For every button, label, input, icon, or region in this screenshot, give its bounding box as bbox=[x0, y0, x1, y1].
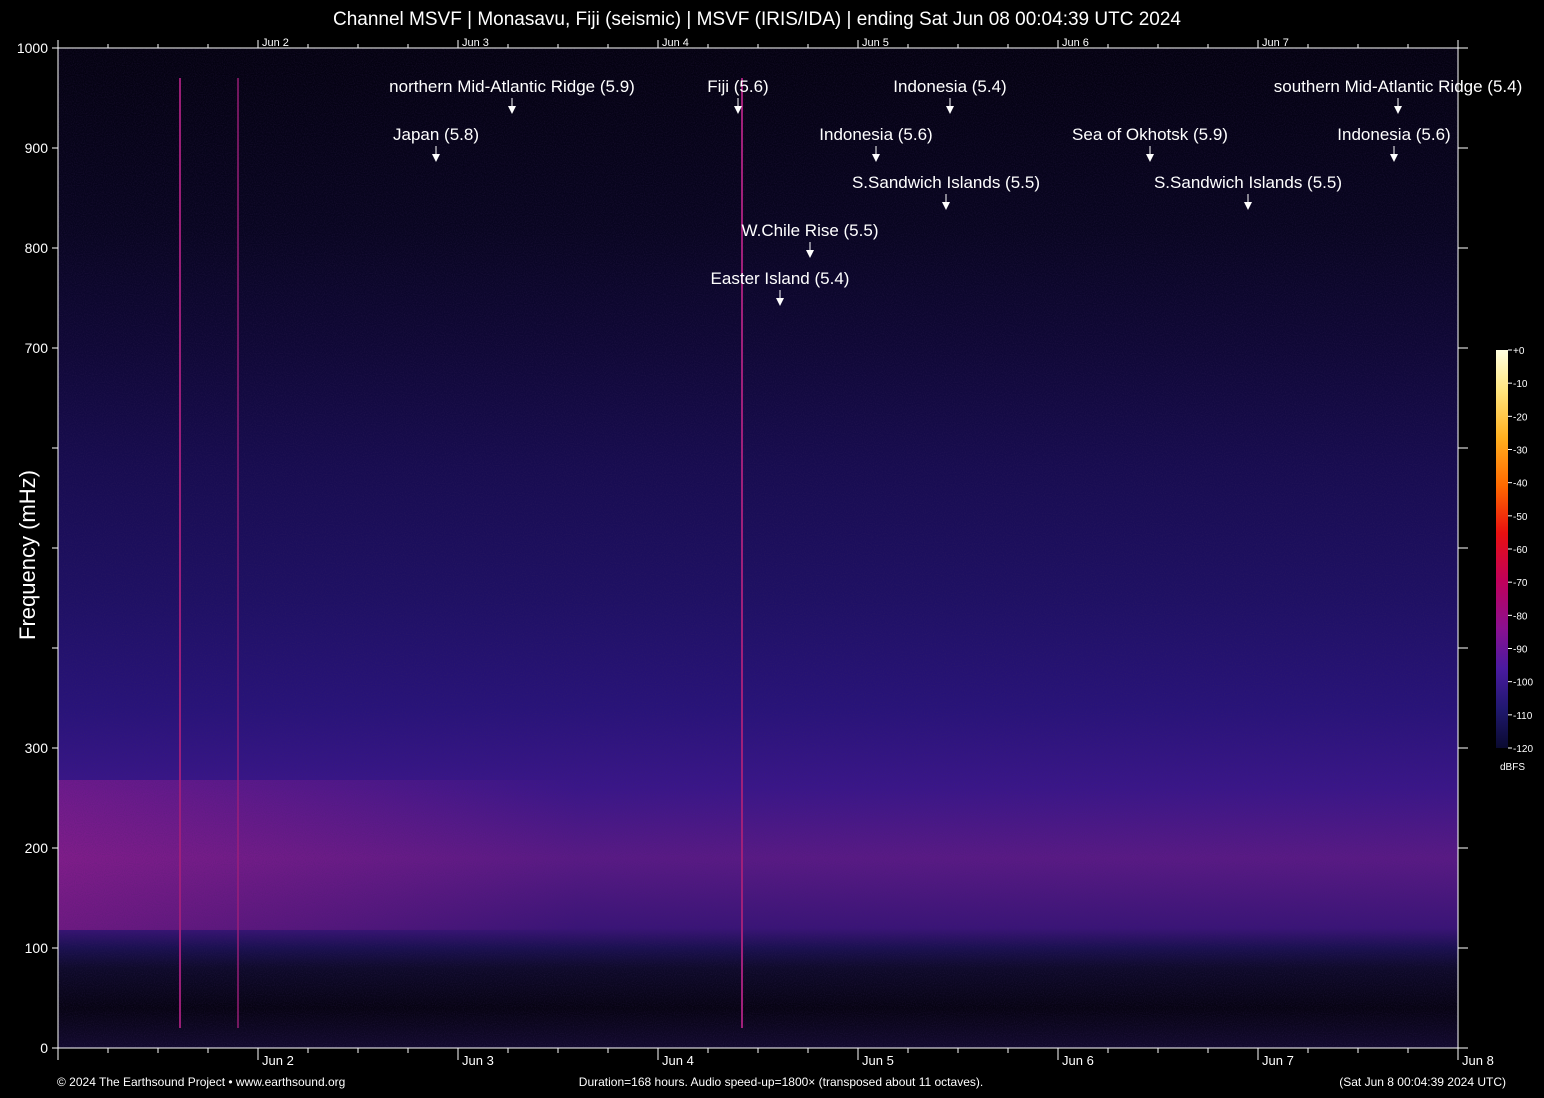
event-arrow-head bbox=[1394, 106, 1402, 114]
event-annotation-label: Indonesia (5.6) bbox=[1337, 125, 1450, 144]
event-arrow-head bbox=[432, 154, 440, 162]
colorbar-tick-label: -70 bbox=[1513, 578, 1528, 589]
event-annotation: southern Mid-Atlantic Ridge (5.4) bbox=[1274, 77, 1523, 114]
y-ticks: 0 100 200 300 700 800 900 1000 bbox=[17, 40, 1468, 1056]
colorbar: +0 -10 -20 -30 -40 -50 -60 -70 -80 -90 -100 -110 -12… bbox=[1496, 346, 1533, 755]
event-annotation-label: S.Sandwich Islands (5.5) bbox=[852, 173, 1040, 192]
event-arrow-head bbox=[946, 106, 954, 114]
event-annotation: Indonesia (5.6) bbox=[819, 125, 933, 162]
event-arrow-head bbox=[1146, 154, 1154, 162]
event-annotation: W.Chile Rise (5.5) bbox=[742, 221, 879, 258]
event-annotations: northern Mid-Atlantic Ridge (5.9) Fiji (5… bbox=[389, 77, 1522, 306]
colorbar-unit-label: dBFS bbox=[1500, 762, 1526, 773]
event-arrow-head bbox=[942, 202, 950, 210]
x-tick-label-top: Jun 4 bbox=[662, 37, 689, 49]
colorbar-tick-label: -120 bbox=[1513, 744, 1533, 755]
x-tick-label-top: Jun 5 bbox=[862, 37, 889, 49]
x-tick-label-bottom: Jun 7 bbox=[1262, 1053, 1294, 1068]
x-tick-label-top: Jun 7 bbox=[1262, 37, 1289, 49]
spectrogram-noise bbox=[58, 48, 1458, 1048]
event-annotation-label: Indonesia (5.6) bbox=[819, 125, 932, 144]
event-annotation: Fiji (5.6) bbox=[707, 77, 769, 114]
y-tick-label: 0 bbox=[40, 1040, 48, 1056]
colorbar-tick-label: -110 bbox=[1513, 711, 1533, 722]
event-annotation: S.Sandwich Islands (5.5) bbox=[1154, 173, 1342, 210]
event-arrow-head bbox=[872, 154, 880, 162]
event-annotation-label: Indonesia (5.4) bbox=[893, 77, 1006, 96]
x-tick-label-top: Jun 3 bbox=[462, 37, 489, 49]
y-tick-label: 200 bbox=[25, 840, 49, 856]
event-arrow-head bbox=[1244, 202, 1252, 210]
event-arrow-head bbox=[508, 106, 516, 114]
x-tick-label-bottom: Jun 5 bbox=[862, 1053, 894, 1068]
x-tick-label-bottom: Jun 8 bbox=[1462, 1053, 1494, 1068]
event-arrow-head bbox=[776, 298, 784, 306]
y-tick-label: 800 bbox=[25, 240, 49, 256]
y-tick-label: 700 bbox=[25, 340, 49, 356]
y-tick-label: 1000 bbox=[17, 40, 48, 56]
event-annotation-label: Fiji (5.6) bbox=[707, 77, 768, 96]
colorbar-tick-label: -90 bbox=[1513, 645, 1528, 656]
colorbar-tick-label: +0 bbox=[1513, 346, 1525, 357]
event-annotation-label: W.Chile Rise (5.5) bbox=[742, 221, 879, 240]
x-tick-label-bottom: Jun 2 bbox=[262, 1053, 294, 1068]
event-annotation-label: S.Sandwich Islands (5.5) bbox=[1154, 173, 1342, 192]
event-annotation: Indonesia (5.4) bbox=[893, 77, 1007, 114]
footer-timestamp: (Sat Jun 8 00:04:39 2024 UTC) bbox=[1339, 1075, 1506, 1089]
colorbar-tick-label: -10 bbox=[1513, 379, 1528, 390]
chart-title: Channel MSVF | Monasavu, Fiji (seismic) … bbox=[333, 9, 1181, 30]
event-lines bbox=[179, 78, 743, 1028]
event-arrow-head bbox=[806, 250, 814, 258]
colorbar-tick-label: -50 bbox=[1513, 512, 1528, 523]
event-annotation: Sea of Okhotsk (5.9) bbox=[1072, 125, 1228, 162]
event-annotation: Japan (5.8) bbox=[393, 125, 479, 162]
colorbar-tick-label: -80 bbox=[1513, 611, 1528, 622]
colorbar-tick-label: -20 bbox=[1513, 412, 1528, 423]
event-annotation: Indonesia (5.6) bbox=[1337, 125, 1451, 162]
event-arrow-head bbox=[1390, 154, 1398, 162]
y-tick-label: 900 bbox=[25, 140, 49, 156]
y-tick-label: 100 bbox=[25, 940, 49, 956]
colorbar-ticks: +0 -10 -20 -30 -40 -50 -60 -70 -80 -90 -100 -110 -12… bbox=[1508, 346, 1533, 755]
x-tick-label-top: Jun 6 bbox=[1062, 37, 1089, 49]
x-tick-label-top: Jun 2 bbox=[262, 37, 289, 49]
event-annotation: Easter Island (5.4) bbox=[711, 269, 850, 306]
colorbar-tick-label: -100 bbox=[1513, 678, 1533, 689]
x-tick-label-bottom: Jun 3 bbox=[462, 1053, 494, 1068]
event-annotation: S.Sandwich Islands (5.5) bbox=[852, 173, 1040, 210]
x-ticks: Jun 2 Jun 2 Jun 3 Jun 3 Jun 4 Jun 4 Jun 5 Jun 5… bbox=[57, 37, 1494, 1068]
footer-copyright: © 2024 The Earthsound Project • www.eart… bbox=[57, 1075, 346, 1089]
x-tick-label-bottom: Jun 4 bbox=[662, 1053, 694, 1068]
spectrogram-area bbox=[58, 48, 1458, 1048]
colorbar-tick-label: -60 bbox=[1513, 545, 1528, 556]
footer-duration-info: Duration=168 hours. Audio speed-up=1800×… bbox=[578, 1075, 984, 1089]
colorbar-gradient bbox=[1496, 350, 1508, 748]
x-tick-label-bottom: Jun 6 bbox=[1062, 1053, 1094, 1068]
event-annotation-label: northern Mid-Atlantic Ridge (5.9) bbox=[389, 77, 635, 96]
event-annotation-label: Japan (5.8) bbox=[393, 125, 479, 144]
y-tick-label: 300 bbox=[25, 740, 49, 756]
colorbar-tick-label: -30 bbox=[1513, 446, 1528, 457]
event-annotation-label: Sea of Okhotsk (5.9) bbox=[1072, 125, 1228, 144]
y-axis-label: Frequency (mHz) bbox=[15, 470, 40, 640]
event-arrow-head bbox=[734, 106, 742, 114]
event-annotation-label: southern Mid-Atlantic Ridge (5.4) bbox=[1274, 77, 1523, 96]
event-annotation: northern Mid-Atlantic Ridge (5.9) bbox=[389, 77, 635, 114]
event-annotation-label: Easter Island (5.4) bbox=[711, 269, 850, 288]
colorbar-tick-label: -40 bbox=[1513, 479, 1528, 490]
